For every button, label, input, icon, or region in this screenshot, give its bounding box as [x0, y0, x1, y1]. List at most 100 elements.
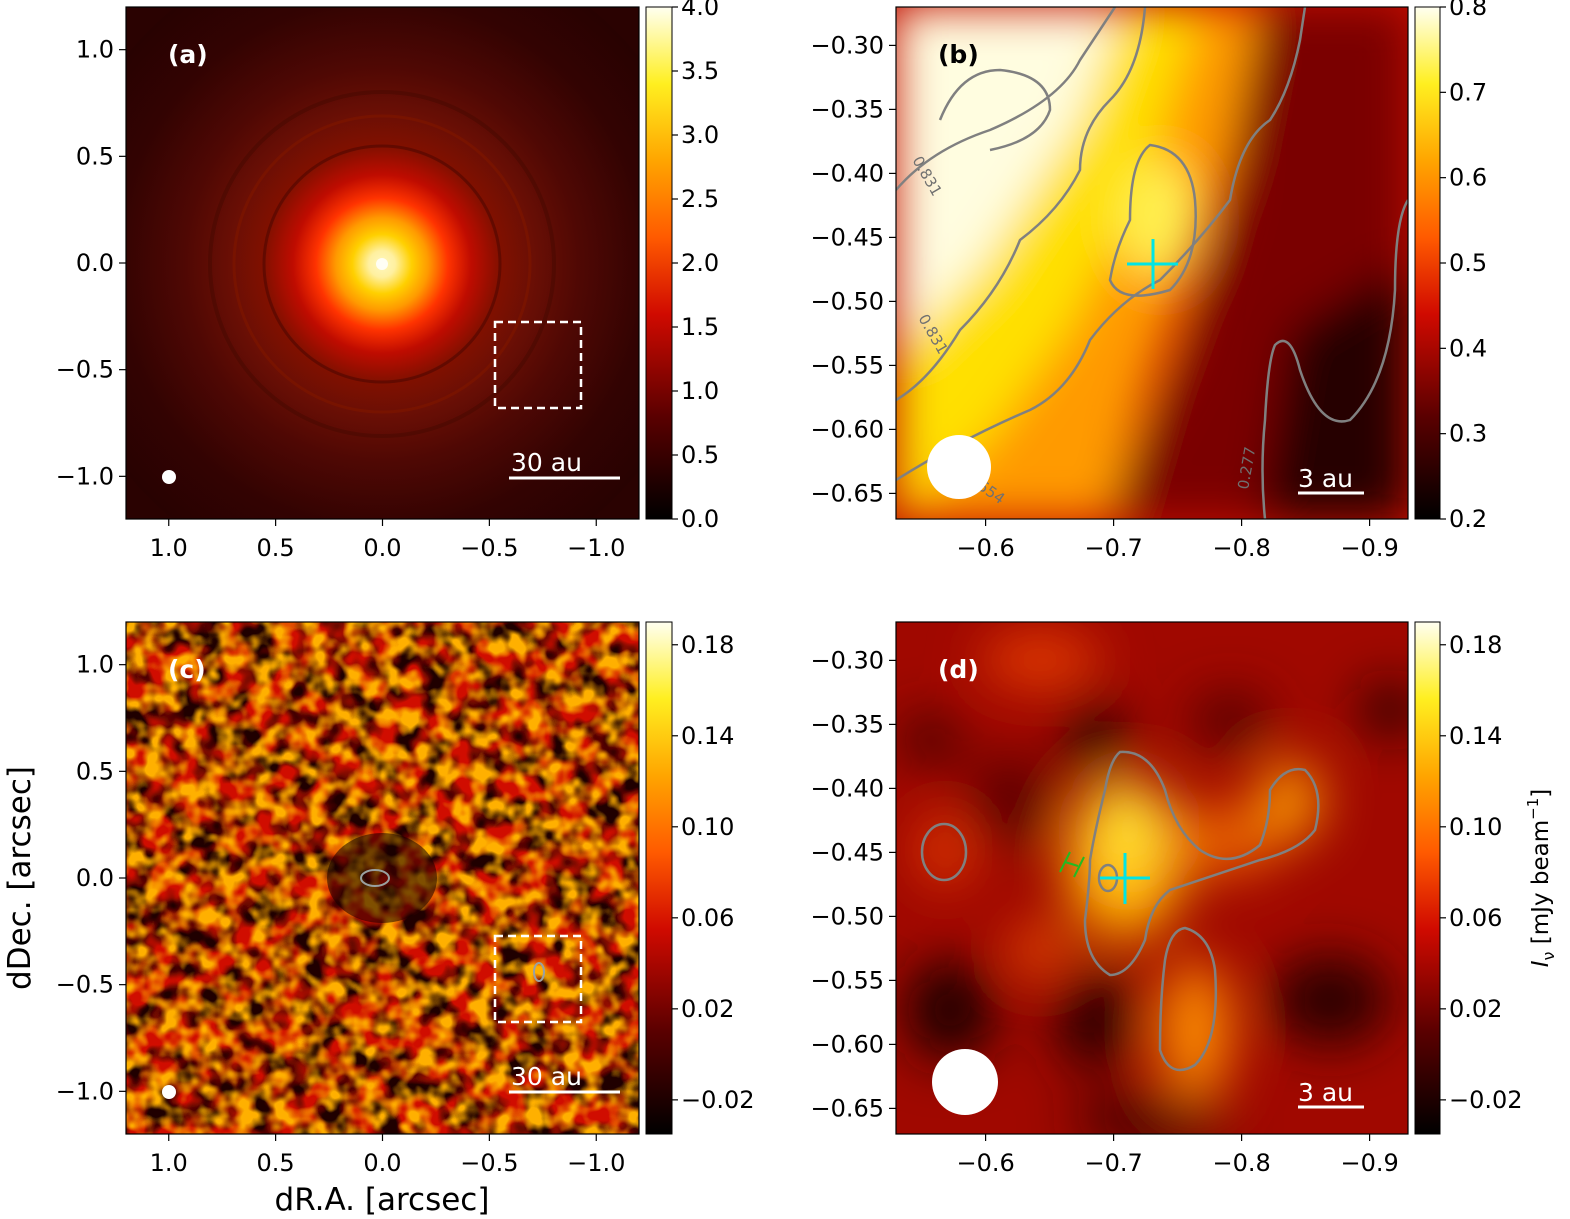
- colorbar-c-ticks: 0.18 0.14 0.10 0.06 0.02 −0.02: [672, 631, 755, 1114]
- colorbar-tick-label: 0.4: [1449, 334, 1487, 362]
- y-tick-label: −0.5: [56, 356, 114, 384]
- colorbar-tick-label: 0.0: [681, 505, 719, 533]
- panel-b-image: 0.831 0.831 0.554 0.277: [896, 7, 1408, 519]
- colorbar-tick-label: 0.10: [681, 813, 734, 841]
- panel-b-label: (b): [938, 40, 979, 69]
- y-tick-label: −0.65: [810, 479, 884, 507]
- colorbar-tick-label: 0.06: [1449, 904, 1502, 932]
- y-tick-label: −0.65: [810, 1094, 884, 1122]
- x-tick-label: −0.5: [460, 1149, 518, 1177]
- colorbar-tick-label: 0.14: [681, 722, 734, 750]
- y-tick-label: 0.5: [76, 142, 114, 170]
- colorbar-tick-label: 0.5: [681, 441, 719, 469]
- y-tick-label: 0.5: [76, 757, 114, 785]
- panel-a-axes: 1.0 0.5 0.0 −0.5 −1.0 1.0 0.5 0.0 −0.5 −1.0: [56, 36, 626, 562]
- planet-marker: [1100, 853, 1150, 904]
- y-tick-label: −0.45: [810, 838, 884, 866]
- panel-a: (a) 30 au 1.0 0.5 0.0 −0.5 −1.0 1.0 0.5 0.0 −0.5…: [56, 0, 719, 562]
- panel-c-image: [126, 622, 639, 1134]
- x-tick-label: −0.9: [1340, 534, 1398, 562]
- x-tick-label: 0.0: [363, 1149, 401, 1177]
- colorbar-tick-label: 1.5: [681, 313, 719, 341]
- panel-d-axes: −0.6 −0.7 −0.8 −0.9 −0.30 −0.35 −0.40 −0.45 −0.5…: [810, 646, 1398, 1177]
- beam-ellipse: [927, 435, 991, 499]
- x-tick-label: −0.8: [1212, 1149, 1270, 1177]
- colorbar-tick-label: 0.02: [1449, 995, 1502, 1023]
- y-tick-label: −0.40: [810, 774, 884, 802]
- colorbar-tick-label: 0.5: [1449, 249, 1487, 277]
- x-tick-label: −0.7: [1084, 534, 1142, 562]
- panel-a-label: (a): [168, 40, 208, 69]
- colorbar-c: [645, 621, 673, 1135]
- colorbar-tick-label: 2.0: [681, 249, 719, 277]
- y-axis-label: dDec. [arcsec]: [2, 766, 38, 990]
- y-tick-label: −0.55: [810, 351, 884, 379]
- y-tick-label: −0.30: [810, 31, 884, 59]
- x-tick-label: 1.0: [150, 534, 188, 562]
- error-bar: [1059, 851, 1085, 878]
- beam-ellipse: [162, 1085, 176, 1099]
- x-tick-label: −0.9: [1340, 1149, 1398, 1177]
- colorbar-tick-label: 0.3: [1449, 420, 1487, 448]
- y-tick-label: 0.0: [76, 864, 114, 892]
- colorbar-a-ticks: 4.0 3.5 3.0 2.5 2.0 1.5 1.0 0.5 0.0: [672, 0, 719, 533]
- beam-ellipse: [932, 1049, 998, 1115]
- y-tick-label: −0.35: [810, 95, 884, 123]
- x-tick-label: −0.7: [1084, 1149, 1142, 1177]
- panel-c-axes: 1.0 0.5 0.0 −0.5 −1.0 1.0 0.5 0.0 −0.5 −1.0: [56, 651, 626, 1177]
- x-tick-label: 1.0: [150, 1149, 188, 1177]
- panel-b: 0.831 0.831 0.554 0.277 (b) 3 au −0.6 −0.…: [810, 0, 1487, 562]
- planet-marker: [1127, 239, 1178, 289]
- colorbar-d: [1414, 621, 1441, 1135]
- y-tick-label: −0.40: [810, 159, 884, 187]
- colorbar-tick-label: 0.02: [681, 995, 734, 1023]
- colorbar-tick-label: 0.18: [681, 631, 734, 659]
- x-tick-label: 0.5: [257, 1149, 295, 1177]
- contours-b: [896, 7, 1408, 519]
- colorbar-tick-label: 0.2: [1449, 505, 1487, 533]
- colorbar-tick-label: −0.02: [681, 1086, 755, 1114]
- y-tick-label: 0.0: [76, 249, 114, 277]
- x-tick-label: −0.6: [956, 1149, 1014, 1177]
- y-tick-label: −1.0: [56, 462, 114, 490]
- colorbar-b-ticks: 0.8 0.7 0.6 0.5 0.4 0.3 0.2: [1440, 0, 1487, 533]
- colorbar-tick-label: 1.0: [681, 377, 719, 405]
- colorbar-tick-label: −0.02: [1449, 1086, 1523, 1114]
- y-tick-label: −0.35: [810, 710, 884, 738]
- x-tick-label: 0.5: [257, 534, 295, 562]
- scale-bar-label: 3 au: [1298, 464, 1353, 493]
- colorbar-tick-label: 3.0: [681, 121, 719, 149]
- x-tick-label: −0.8: [1212, 534, 1270, 562]
- x-tick-label: −1.0: [567, 534, 625, 562]
- y-tick-label: −0.50: [810, 902, 884, 930]
- y-tick-label: −0.30: [810, 646, 884, 674]
- colorbar-tick-label: 0.8: [1449, 0, 1487, 21]
- colorbar-tick-label: 0.14: [1449, 722, 1502, 750]
- panel-c-label: (c): [168, 655, 206, 684]
- colorbar-tick-label: 0.10: [1449, 813, 1502, 841]
- panel-c: (c) 30 au 1.0 0.5 0.0 −0.5 −1.0 1.0 0.5 0.0 −0.5…: [56, 621, 755, 1177]
- x-tick-label: 0.0: [363, 534, 401, 562]
- y-tick-label: 1.0: [76, 651, 114, 679]
- zoom-box: [493, 934, 583, 1024]
- panel-b-axes: −0.6 −0.7 −0.8 −0.9 −0.30 −0.35 −0.40 −0.45 −0.5…: [810, 31, 1398, 562]
- scale-bar-label: 30 au: [511, 448, 582, 477]
- y-tick-label: −0.55: [810, 966, 884, 994]
- colorbar-tick-label: 2.5: [681, 185, 719, 213]
- scale-bar-label: 3 au: [1298, 1078, 1353, 1107]
- colorbar-tick-label: 0.06: [681, 904, 734, 932]
- colorbar-d-ticks: 0.18 0.14 0.10 0.06 0.02 −0.02: [1440, 631, 1523, 1114]
- y-tick-label: −0.45: [810, 223, 884, 251]
- scale-bar-label: 30 au: [511, 1062, 582, 1091]
- x-tick-label: −0.6: [956, 534, 1014, 562]
- y-tick-label: −0.5: [56, 971, 114, 999]
- x-axis-label: dR.A. [arcsec]: [275, 1182, 490, 1218]
- x-tick-label: −0.5: [460, 534, 518, 562]
- panel-d-image: [896, 622, 1408, 1134]
- y-tick-label: −1.0: [56, 1077, 114, 1105]
- colorbar-label: Iν [mJy beam−1]: [1524, 789, 1558, 968]
- colorbar-a: [645, 6, 673, 520]
- panel-a-image: [126, 7, 639, 519]
- contours-d: [920, 750, 1320, 1072]
